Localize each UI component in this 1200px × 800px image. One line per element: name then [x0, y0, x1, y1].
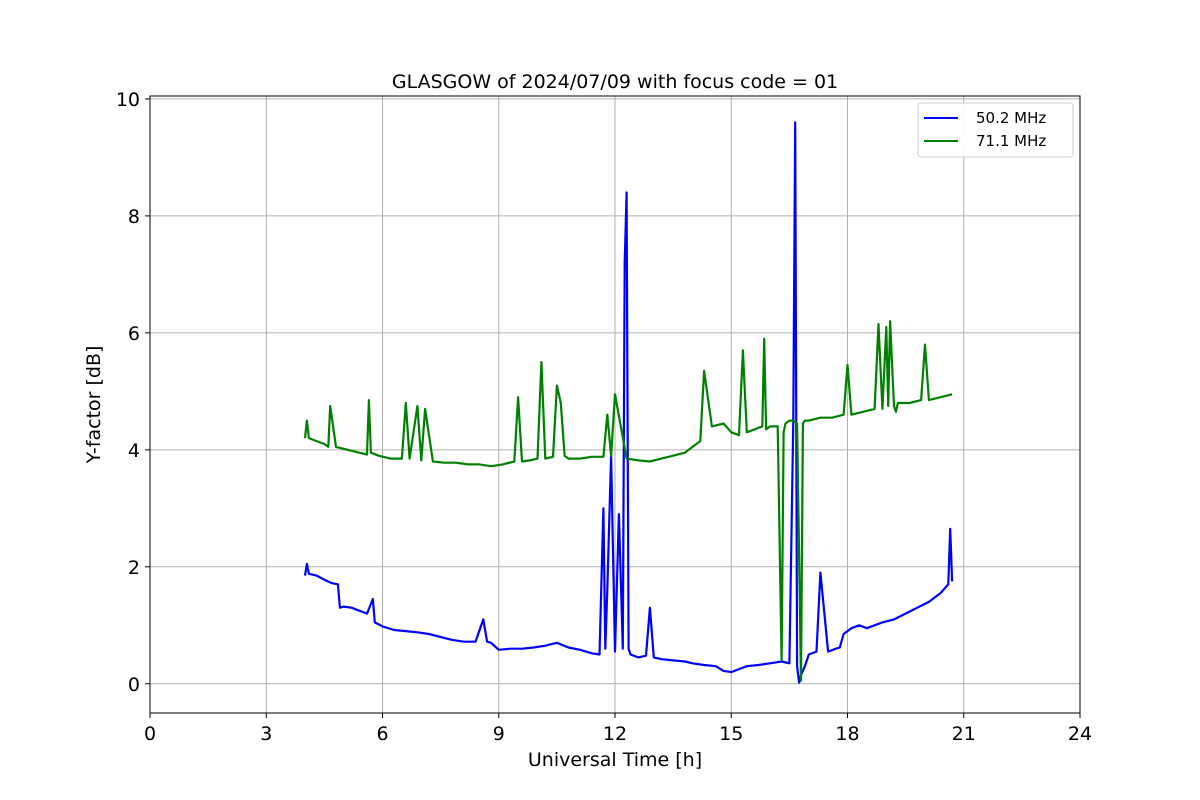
y-axis-label: Y-factor [dB] — [83, 346, 105, 465]
x-axis-label: Universal Time [h] — [528, 749, 702, 771]
legend-entry-label: 71.1 MHz — [976, 132, 1046, 150]
legend-entry-label: 50.2 MHz — [976, 109, 1046, 127]
x-tick-label: 3 — [260, 723, 272, 745]
series-line-1 — [303, 121, 954, 684]
x-tick-label: 15 — [719, 723, 743, 745]
y-tick-label: 6 — [128, 323, 140, 345]
series-line-2 — [303, 320, 953, 682]
x-tick-label: 6 — [376, 723, 388, 745]
y-tick-label: 8 — [128, 206, 140, 228]
x-tick-label: 12 — [603, 723, 627, 745]
legend: 50.2 MHz 71.1 MHz — [917, 102, 1074, 158]
series-layer — [303, 121, 954, 684]
x-tick-label: 18 — [835, 723, 859, 745]
x-tick-label: 9 — [493, 723, 505, 745]
y-tick-label: 4 — [128, 440, 140, 462]
x-tick-label: 24 — [1068, 723, 1092, 745]
x-tick-label: 21 — [952, 723, 976, 745]
x-tick-label: 0 — [144, 723, 156, 745]
legend-box — [917, 102, 1074, 158]
y-tick-label: 10 — [116, 89, 140, 111]
chart-title: GLASGOW of 2024/07/09 with focus code = … — [392, 71, 838, 93]
y-tick-label: 2 — [128, 557, 140, 579]
y-tick-label: 0 — [128, 674, 140, 696]
